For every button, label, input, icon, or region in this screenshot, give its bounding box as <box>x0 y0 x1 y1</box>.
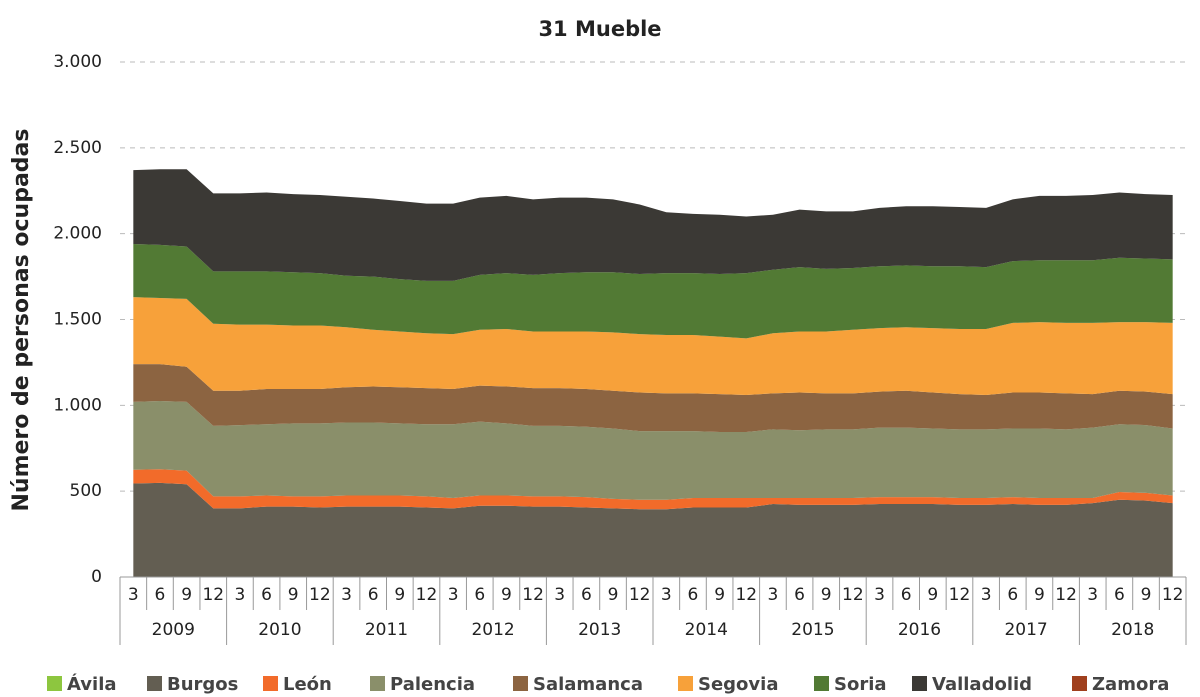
x-tick-label: 3 <box>128 585 139 605</box>
x-tick-label: 3 <box>768 585 779 605</box>
x-tick-label: 12 <box>1055 585 1077 605</box>
x-tick-label: 3 <box>554 585 565 605</box>
x-group-label: 2010 <box>258 620 301 640</box>
x-tick-label: 3 <box>981 585 992 605</box>
area <box>133 364 1173 432</box>
x-group-label: 2017 <box>1004 620 1047 640</box>
x-tick-label: 12 <box>202 585 224 605</box>
x-tick-label: 12 <box>416 585 438 605</box>
legend-label: Salamanca <box>533 674 643 695</box>
y-tick-label: 0 <box>91 567 102 587</box>
x-tick-label: 3 <box>661 585 672 605</box>
x-group-label: 2013 <box>578 620 621 640</box>
x-tick-label: 12 <box>949 585 971 605</box>
x-tick-label: 6 <box>688 585 699 605</box>
x-tick-label: 6 <box>261 585 272 605</box>
legend-label: Ávila <box>67 673 117 695</box>
y-tick-label: 500 <box>70 481 102 501</box>
legend-swatch <box>678 676 693 691</box>
area <box>133 401 1173 500</box>
legend-label: Segovia <box>698 674 778 695</box>
x-tick-label: 9 <box>288 585 299 605</box>
x-group-label: 2009 <box>152 620 195 640</box>
x-tick-label: 6 <box>155 585 166 605</box>
x-tick-label: 3 <box>235 585 246 605</box>
x-tick-label: 6 <box>474 585 485 605</box>
x-group-label: 2012 <box>471 620 514 640</box>
area <box>133 169 1173 281</box>
x-tick-label: 12 <box>629 585 651 605</box>
x-tick-label: 9 <box>501 585 512 605</box>
legend-swatch <box>263 676 278 691</box>
x-group-label: 2011 <box>365 620 408 640</box>
x-tick-label: 6 <box>1007 585 1018 605</box>
x-tick-label: 9 <box>181 585 192 605</box>
x-tick-label: 9 <box>608 585 619 605</box>
legend-swatch <box>1072 676 1087 691</box>
x-tick-label: 3 <box>448 585 459 605</box>
x-tick-label: 6 <box>794 585 805 605</box>
legend-swatch <box>370 676 385 691</box>
y-tick-label: 1.000 <box>53 395 102 415</box>
x-tick-label: 3 <box>341 585 352 605</box>
area <box>133 469 1173 510</box>
y-tick-label: 1.500 <box>53 310 102 330</box>
x-tick-label: 6 <box>368 585 379 605</box>
x-tick-label: 6 <box>1114 585 1125 605</box>
x-tick-label: 9 <box>394 585 405 605</box>
area <box>133 482 1173 577</box>
legend-label: Palencia <box>390 674 475 695</box>
y-tick-label: 3.000 <box>53 52 102 72</box>
x-tick-label: 12 <box>1162 585 1184 605</box>
x-tick-label: 9 <box>821 585 832 605</box>
x-tick-label: 12 <box>309 585 331 605</box>
legend-label: Burgos <box>167 674 238 695</box>
legend-swatch <box>47 676 62 691</box>
x-tick-label: 6 <box>901 585 912 605</box>
x-tick-label: 3 <box>1087 585 1098 605</box>
x-tick-label: 12 <box>842 585 864 605</box>
x-tick-label: 12 <box>735 585 757 605</box>
area <box>133 243 1173 339</box>
x-tick-label: 9 <box>927 585 938 605</box>
x-group-label: 2015 <box>791 620 834 640</box>
area <box>133 297 1173 396</box>
y-axis-label: Número de personas ocupadas <box>9 129 34 512</box>
x-group-label: 2018 <box>1111 620 1154 640</box>
y-tick-label: 2.500 <box>53 138 102 158</box>
x-tick-label: 12 <box>522 585 544 605</box>
legend-label: Soria <box>834 674 887 695</box>
x-tick-label: 9 <box>714 585 725 605</box>
x-tick-label: 9 <box>1141 585 1152 605</box>
x-tick-label: 9 <box>1034 585 1045 605</box>
x-tick-label: 3 <box>874 585 885 605</box>
legend-swatch <box>912 676 927 691</box>
legend-swatch <box>147 676 162 691</box>
y-tick-label: 2.000 <box>53 224 102 244</box>
legend-label: León <box>283 674 332 695</box>
x-group-label: 2016 <box>898 620 941 640</box>
x-tick-label: 6 <box>581 585 592 605</box>
chart-title: 31 Mueble <box>538 17 661 41</box>
legend-swatch <box>814 676 829 691</box>
legend-label: Valladolid <box>932 674 1032 695</box>
legend-swatch <box>513 676 528 691</box>
legend-label: Zamora <box>1092 674 1169 695</box>
x-group-label: 2014 <box>685 620 728 640</box>
